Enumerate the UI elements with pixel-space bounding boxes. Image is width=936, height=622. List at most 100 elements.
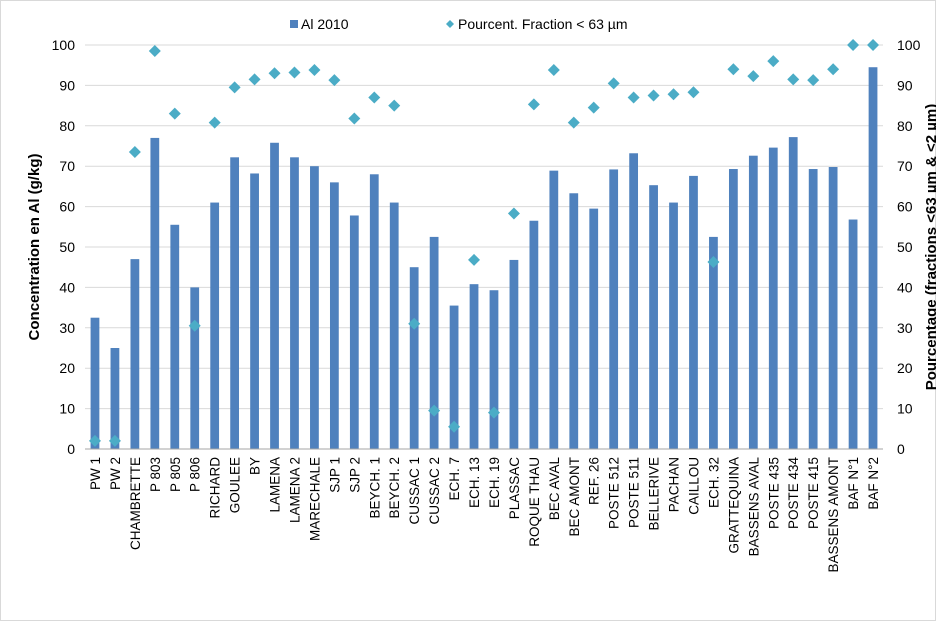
marker-point — [148, 45, 161, 58]
marker-point — [448, 420, 461, 433]
x-tick-label: LAMENA — [268, 457, 283, 513]
y2-tick-label: 50 — [897, 239, 913, 255]
legend-swatch-al-2010 — [290, 20, 298, 28]
bar — [748, 155, 758, 450]
marker-point — [747, 70, 760, 83]
bar — [589, 208, 599, 449]
bar — [369, 174, 379, 449]
marker-point — [807, 74, 820, 87]
bar — [230, 157, 240, 449]
bar — [150, 137, 160, 450]
x-tick-label: BELLERIVE — [647, 457, 662, 531]
x-tick-label: BEC AVAL — [547, 457, 562, 521]
marker-point — [547, 64, 560, 77]
marker-point — [487, 406, 500, 419]
marker-point — [527, 98, 540, 111]
marker-point — [767, 55, 780, 68]
marker-point — [268, 67, 281, 80]
x-tick-label: P 806 — [188, 457, 203, 492]
bar — [90, 317, 100, 449]
marker-point — [787, 73, 800, 86]
marker-point — [667, 88, 680, 101]
x-tick-label: PW 1 — [88, 457, 103, 490]
y2-axis-ticks: 0 10 20 30 40 50 60 70 80 90 100 — [897, 37, 921, 457]
y-axis-title: Concentration en Al (g/kg) — [26, 154, 43, 341]
x-tick-label: CUSSAC 1 — [407, 457, 422, 525]
marker-point — [328, 74, 341, 87]
bar — [429, 236, 439, 449]
marker-point — [647, 89, 660, 102]
bar — [290, 157, 299, 449]
bar-series — [90, 67, 878, 450]
x-tick-label: P 805 — [168, 457, 183, 492]
bar — [868, 67, 878, 449]
x-tick-label: BEYCH. 1 — [367, 457, 382, 519]
x-tick-label: MARECHALE — [307, 457, 322, 541]
x-tick-label: POSTE 415 — [806, 457, 821, 529]
x-tick-label: CUSSAC 2 — [427, 457, 442, 525]
bar — [170, 224, 180, 449]
marker-point — [707, 255, 720, 268]
bar — [728, 169, 738, 449]
y2-tick-label: 70 — [897, 158, 913, 174]
x-tick-label: CHAMBRETTE — [128, 457, 143, 550]
marker-point — [827, 63, 840, 76]
x-tick-label: BAF N°1 — [846, 457, 861, 510]
x-tick-label: RICHARD — [208, 457, 223, 519]
bar — [569, 193, 579, 449]
marker-point — [308, 64, 321, 77]
marker-point — [847, 39, 860, 51]
gridlines — [85, 44, 883, 450]
x-tick-label: POSTE 434 — [786, 457, 801, 530]
bar — [509, 259, 519, 449]
marker-point — [727, 63, 740, 76]
legend-label-al-2010: Al 2010 — [301, 16, 349, 32]
bar — [649, 185, 658, 450]
bar — [689, 175, 698, 449]
x-tick-label: POSTE 435 — [766, 457, 781, 529]
bar — [788, 137, 798, 449]
marker-point — [168, 107, 181, 120]
marker-point — [687, 86, 700, 99]
x-tick-label: BY — [248, 457, 263, 475]
legend: Al 2010 Pourcent. Fraction < 63 µm — [290, 16, 628, 32]
bar — [329, 182, 339, 450]
marker-point — [607, 77, 620, 90]
marker-point — [228, 81, 241, 94]
x-tick-label: PW 2 — [108, 457, 123, 490]
marker-point — [128, 146, 141, 159]
bar — [449, 305, 459, 449]
marker-point — [248, 73, 261, 86]
bar — [629, 153, 639, 449]
bar — [190, 287, 200, 449]
y-tick-label: 0 — [67, 441, 75, 457]
bar — [669, 202, 678, 449]
y-tick-label: 80 — [59, 118, 75, 134]
y-tick-label: 40 — [59, 279, 75, 295]
y-tick-label: 10 — [59, 401, 75, 417]
bar — [529, 220, 539, 449]
y2-tick-label: 20 — [897, 360, 913, 376]
bar — [130, 259, 140, 449]
bar — [409, 267, 419, 449]
bar — [709, 236, 718, 449]
y-tick-label: 100 — [52, 37, 76, 53]
x-tick-label: CAILLOU — [686, 457, 701, 515]
x-tick-label: POSTE 512 — [607, 457, 622, 529]
bar — [210, 202, 220, 449]
y-axis-ticks: 0 10 20 30 40 50 60 70 80 90 100 — [52, 37, 76, 457]
bar — [808, 169, 818, 449]
legend-swatch-fraction — [446, 20, 454, 28]
marker-point — [108, 434, 121, 447]
marker-point — [408, 317, 421, 330]
x-tick-label: SJP 2 — [347, 457, 362, 493]
y-tick-label: 70 — [59, 158, 75, 174]
y2-tick-label: 100 — [897, 37, 921, 53]
marker-point — [867, 39, 880, 51]
bar — [549, 170, 559, 450]
y2-tick-label: 90 — [897, 77, 913, 93]
bar — [270, 142, 279, 449]
y2-tick-label: 60 — [897, 199, 913, 215]
bar — [110, 348, 120, 449]
